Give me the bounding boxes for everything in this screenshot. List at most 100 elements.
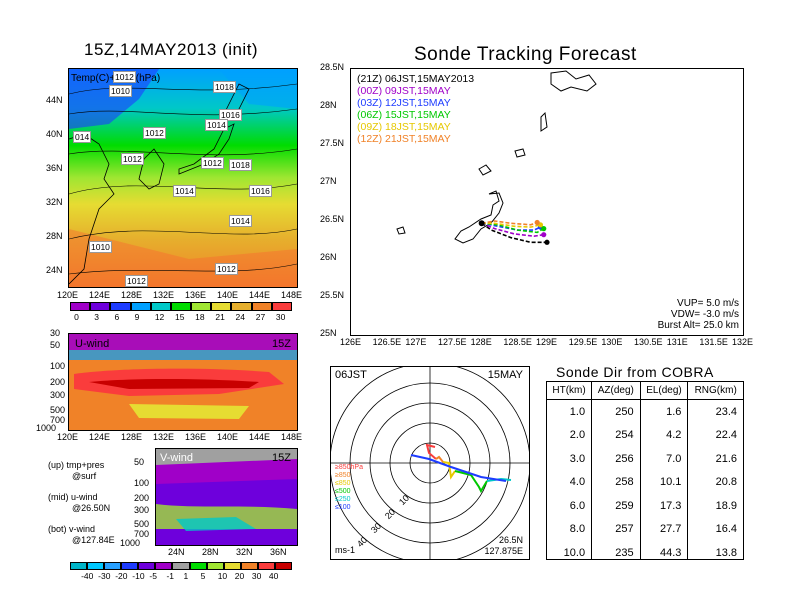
track-lat-tick: 27N (320, 176, 337, 186)
u-lon-tick: 148E (281, 432, 303, 442)
v-pressure-tick: 1000 (120, 538, 141, 548)
u-pressure-tick: 30 (50, 328, 61, 338)
track-end-point (544, 239, 550, 245)
track-end-point (534, 219, 540, 226)
colorbar-swatch (274, 562, 292, 570)
colorbar-tick-label: -10 (132, 571, 145, 581)
track-legend-item: (06Z) 15JST,15MAY (357, 109, 451, 121)
track-lon-tick: 128E (470, 337, 492, 347)
note-mid-a: (mid) u-wind (48, 492, 98, 502)
track-lon-tick: 129E (536, 337, 558, 347)
u-wind-time: 15Z (272, 338, 291, 350)
u-lon-tick: 132E (153, 432, 175, 442)
hodo-lon: 127.875E (484, 546, 523, 556)
colorbar-swatch (130, 302, 151, 311)
sonde-params: VUP= 5.0 m/s VDW= -3.0 m/s Burst Alt= 25… (658, 298, 739, 331)
track-lon-tick: 126E (340, 337, 362, 347)
table-row: 1.0 250 1.6 23.4 (547, 399, 743, 424)
table-header: HT(km) (547, 382, 592, 400)
colorbar-swatch (70, 302, 91, 311)
v-lat-tick: 28N (202, 547, 219, 557)
v-pressure-tick: 700 (134, 529, 150, 539)
colorbar-swatch (251, 302, 272, 311)
table-cell: 27.7 (639, 517, 688, 541)
temp-colorbar: 0 3 6 9 12 15 18 21 24 27 30 (70, 302, 292, 322)
colorbar-tick-label: -30 (98, 571, 111, 581)
table-cell: 3.0 (569, 452, 586, 465)
track-lon-tick: 130.5E (634, 337, 663, 347)
isobar-label: 1012 (215, 263, 238, 275)
track-legend-item: (21Z) 06JST,15MAY2013 (357, 73, 475, 85)
v-wind-panel: V-wind 15Z (155, 448, 298, 546)
isobar-label: 1018 (213, 81, 236, 93)
colorbar-tick-label: 5 (200, 571, 206, 581)
isobar-label: 1016 (249, 185, 272, 197)
v-lat-tick: 24N (168, 547, 185, 557)
init-title: 15Z,14MAY2013 (init) (84, 40, 259, 59)
colorbar-swatch (257, 562, 275, 570)
track-lon-tick: 131E (666, 337, 688, 347)
isobar-label: 1018 (229, 159, 252, 171)
hodo-layer-label: ≥850hPa (335, 464, 363, 471)
colorbar-tick-label: 9 (134, 312, 140, 322)
isobar-label: 014 (73, 131, 92, 143)
tracking-panel: (21Z) 06JST,15MAY2013 (00Z) 09JST,15MAY (0… (350, 68, 744, 336)
tracking-title: Sonde Tracking Forecast (414, 44, 637, 65)
colorbar-swatch (90, 302, 111, 311)
track-lat-tick: 28.5N (320, 62, 345, 72)
param-vdw: VDW= -3.0 m/s (670, 309, 739, 320)
colorbar-swatch (189, 562, 207, 570)
colorbar-tick-label: 10 (217, 571, 228, 581)
u-pressure-tick: 500 (50, 405, 66, 415)
table-cell: 2.0 (569, 429, 586, 442)
colorbar-tick-label: 1 (183, 571, 189, 581)
table-header: RNG(km) (687, 382, 743, 400)
colorbar-swatch (206, 562, 224, 570)
colorbar-tick-label: 30 (251, 571, 262, 581)
colorbar-swatch (138, 562, 156, 570)
colorbar-tick-label: 20 (234, 571, 245, 581)
hodograph-plot (331, 367, 529, 559)
colorbar-swatch (191, 302, 212, 311)
colorbar-swatch (155, 562, 173, 570)
table-cell: 259 (591, 494, 641, 518)
track-plot (396, 70, 597, 245)
wind-colorbar: -40 -30 -20 -10 -5 -1 1 5 10 20 30 40 (70, 562, 292, 581)
table-cell: 1.6 (639, 399, 688, 424)
map-lat-tick: 32N (46, 197, 63, 207)
map-lon-tick: 136E (185, 290, 207, 300)
track-end-point (541, 226, 547, 232)
table-cell: 7.0 (639, 447, 688, 471)
map-lat-tick: 44N (46, 95, 63, 105)
colorbar-tick-label: -5 (149, 571, 157, 581)
u-pressure-tick: 100 (50, 361, 66, 371)
note-up-a: (up) tmp+pres (48, 460, 105, 470)
hodo-layer-label: ≤500 (335, 488, 351, 495)
track-lat-tick: 27.5N (320, 138, 345, 148)
table-cell: 44.3 (639, 541, 688, 559)
map-lon-tick: 124E (89, 290, 111, 300)
track-lat-tick: 25.5N (320, 290, 345, 300)
table-row: 10.0 235 44.3 13.8 (547, 541, 743, 559)
hodograph-panel: 06JST 15MAY ≥850hPa ≥850 ≤850 ≤500 ≤250 ≤100 … (330, 366, 530, 560)
table-cell: 6.0 (569, 499, 586, 512)
u-pressure-tick: 1000 (36, 423, 57, 433)
colorbar-tick-label: -20 (115, 571, 128, 581)
colorbar-tick-label: 12 (154, 312, 165, 322)
map-lon-tick: 132E (153, 290, 175, 300)
colorbar-tick-label: -40 (81, 571, 94, 581)
v-wind-label: V-wind (160, 452, 194, 464)
temp-pres-map: Temp(C)+Pres(hPa) 1012101010181016101401… (68, 68, 298, 288)
isobar-label: 1014 (205, 119, 228, 131)
sonde-dir-title: Sonde Dir from COBRA (556, 364, 714, 380)
table-cell: 21.6 (687, 447, 743, 471)
track-lon-tick: 131.5E (699, 337, 728, 347)
param-vup: VUP= 5.0 m/s (677, 298, 739, 309)
u-lon-tick: 140E (217, 432, 239, 442)
note-bot-a: (bot) v-wind (48, 524, 96, 534)
track-lat-tick: 26N (320, 252, 337, 262)
table-cell: 257 (591, 517, 641, 541)
map-lon-tick: 128E (121, 290, 143, 300)
map-lon-tick: 140E (217, 290, 239, 300)
v-lat-tick: 32N (236, 547, 253, 557)
